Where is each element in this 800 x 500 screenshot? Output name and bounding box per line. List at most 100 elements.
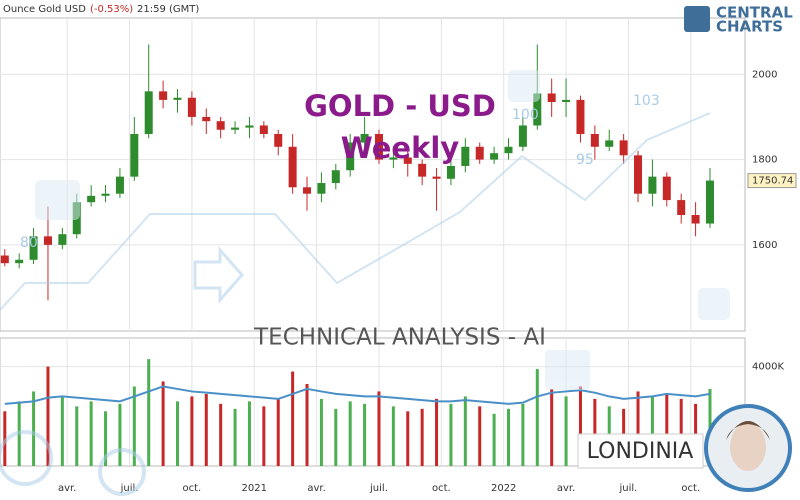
watermark-pattern xyxy=(0,70,730,496)
volume-bar xyxy=(204,393,208,466)
change: (-0.53%) xyxy=(90,4,133,15)
watermark-subtitle: Weekly xyxy=(341,131,460,165)
x-tick-label: juil. xyxy=(618,483,637,494)
volume-bar xyxy=(305,383,309,466)
time: 21:59 (GMT) xyxy=(137,4,199,15)
candle-body xyxy=(461,146,470,166)
volume-bar xyxy=(521,403,525,466)
candle-body xyxy=(648,176,657,194)
icon xyxy=(508,70,540,102)
volume-bar xyxy=(175,401,179,466)
candle-body xyxy=(662,176,671,201)
y-tick-label: 1600 xyxy=(752,240,777,251)
y-tick-label: 2000 xyxy=(752,69,777,80)
level-label: 95 xyxy=(576,152,594,168)
price-frame xyxy=(0,17,746,332)
volume-bar xyxy=(420,408,424,466)
volume-bar xyxy=(449,403,453,466)
volume-bar xyxy=(578,386,582,466)
candle-body xyxy=(389,157,398,160)
volume-bar xyxy=(319,398,323,466)
level-label: 103 xyxy=(633,93,660,109)
arrow-icon xyxy=(193,246,244,304)
candle-body xyxy=(58,234,67,245)
candle-body xyxy=(259,125,268,134)
icon xyxy=(698,288,730,320)
candle-body xyxy=(446,165,455,179)
volume-bar xyxy=(650,396,654,466)
volume-bar xyxy=(535,369,539,466)
badge-text: LONDINIA xyxy=(587,439,694,464)
volume-bar xyxy=(247,401,251,466)
volume-bar xyxy=(665,393,669,466)
candle-body xyxy=(634,155,643,194)
candle-body xyxy=(432,176,441,179)
candle-body xyxy=(705,180,714,224)
candle-body xyxy=(590,133,599,147)
candle-body xyxy=(605,140,614,147)
x-tick-label: avr. xyxy=(307,483,325,494)
candle-body xyxy=(360,133,369,143)
volume-bar xyxy=(492,413,496,466)
volume-bar xyxy=(550,388,554,466)
candle-body xyxy=(576,99,585,134)
volume-bar xyxy=(391,406,395,466)
icon xyxy=(545,350,590,390)
candle-body xyxy=(504,146,513,154)
candle-body xyxy=(245,125,254,128)
candle-body xyxy=(274,133,283,147)
volume-bar xyxy=(32,391,36,466)
candle-body xyxy=(29,236,38,260)
volume-bar xyxy=(334,408,338,466)
volume-bar xyxy=(161,381,165,466)
last-price: 1750.74 xyxy=(752,176,793,187)
x-tick-label: juil. xyxy=(120,483,139,494)
volume-bar xyxy=(506,408,510,466)
candle-body xyxy=(374,133,383,160)
x-tick-label: 2022 xyxy=(491,483,516,494)
brand: CHARTS xyxy=(716,18,783,36)
volume-bar xyxy=(478,406,482,466)
x-tick-label: avr. xyxy=(58,483,76,494)
candle-body xyxy=(115,176,124,194)
candle-body xyxy=(490,153,499,160)
logo-mark xyxy=(684,6,710,32)
x-tick-label: oct. xyxy=(681,483,700,494)
candle-body xyxy=(533,93,542,126)
volume-bar xyxy=(363,403,367,466)
volume-bar xyxy=(118,403,122,466)
candle-body xyxy=(87,195,96,203)
candle-body xyxy=(317,183,326,194)
candle-body xyxy=(691,215,700,224)
volume-bar xyxy=(406,411,410,466)
volume-bar xyxy=(46,366,50,466)
volume-line xyxy=(4,385,711,405)
volume-bar xyxy=(233,408,237,466)
volume-bar xyxy=(262,406,266,466)
portrait-face xyxy=(730,423,766,471)
candle-body xyxy=(288,146,297,188)
candle-body xyxy=(173,97,182,100)
candle-body xyxy=(0,255,9,264)
volume-bar xyxy=(276,398,280,466)
candle-body xyxy=(403,157,412,164)
candle-body xyxy=(547,93,556,103)
volume-bar xyxy=(219,403,223,466)
icon xyxy=(35,180,80,220)
candle-body xyxy=(159,91,168,100)
candle-body xyxy=(677,200,686,216)
candle-body xyxy=(101,193,110,196)
candle-body xyxy=(15,259,24,264)
volume-bar xyxy=(291,371,295,466)
level-label: 80 xyxy=(20,235,38,251)
volume-bar xyxy=(377,391,381,466)
last-price-box xyxy=(747,173,797,189)
candle-body xyxy=(346,142,355,171)
x-tick-label: juil. xyxy=(369,483,388,494)
icon xyxy=(98,448,146,496)
x-tick-label: avr. xyxy=(557,483,575,494)
candle-body xyxy=(231,127,240,130)
candle-body xyxy=(43,236,52,245)
